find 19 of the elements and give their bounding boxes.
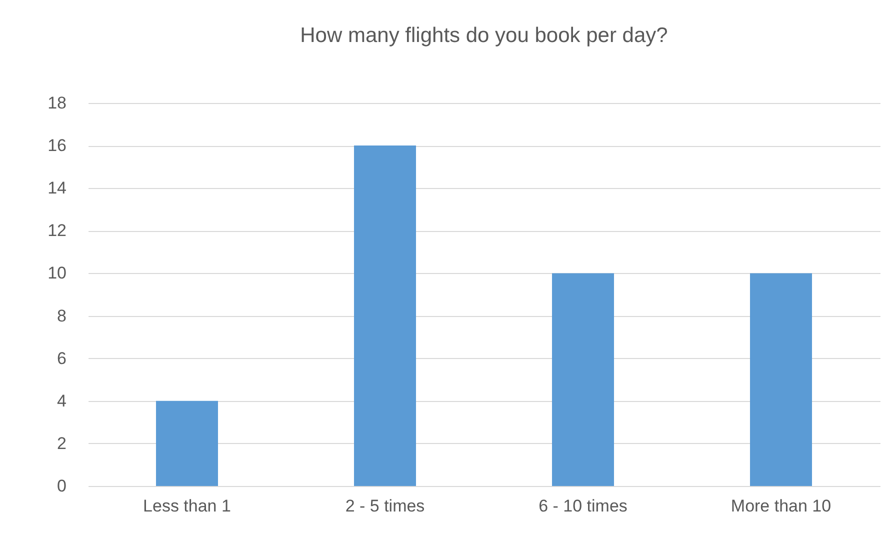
x-tick-label: Less than 1 [143, 496, 231, 516]
y-tick-label: 4 [57, 391, 66, 410]
bar [354, 146, 416, 486]
y-tick-label: 14 [48, 178, 66, 198]
y-tick-label: 2 [57, 434, 66, 453]
x-tick-label: More than 10 [730, 496, 832, 516]
bar [750, 273, 812, 486]
y-tick-label: 8 [57, 306, 66, 326]
bar [552, 273, 614, 486]
y-tick-label: 10 [48, 264, 66, 283]
y-tick-label: 16 [48, 136, 66, 156]
bar [156, 400, 218, 486]
y-tick-label: 6 [57, 348, 66, 368]
x-tick-label: 6 - 10 times [538, 496, 628, 516]
y-tick-label: 12 [48, 221, 66, 240]
y-tick-label: 18 [48, 94, 66, 112]
chart-title: How many flights do you book per day? [300, 24, 668, 47]
x-tick-label: 2 - 5 times [345, 496, 425, 516]
y-tick-label: 0 [57, 476, 66, 496]
